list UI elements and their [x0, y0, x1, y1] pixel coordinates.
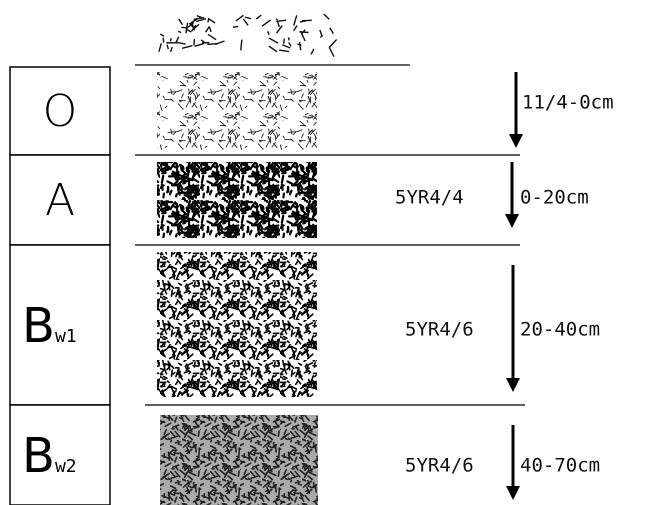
vegetation [189, 18, 198, 25]
vegetation [240, 39, 243, 51]
soil-texture [157, 72, 317, 150]
vegetation [193, 16, 205, 21]
vegetation [323, 13, 330, 20]
vegetation [266, 30, 270, 36]
vegetation [242, 18, 249, 26]
soil-texture [157, 162, 317, 238]
arrow-head [506, 486, 520, 500]
depth-range: 11/4-0cm [522, 92, 614, 114]
vegetation [169, 46, 173, 53]
vegetation [319, 34, 324, 38]
horizon-box [9, 404, 111, 505]
munsell-color: 5YR4/6 [405, 319, 474, 341]
arrow-head [506, 378, 520, 392]
vegetation [191, 24, 197, 32]
depth-range: 0-20cm [520, 187, 589, 209]
vegetation [275, 18, 281, 28]
vegetation [275, 25, 283, 34]
vegetation [282, 44, 291, 49]
arrow-head [505, 214, 519, 228]
vegetation [166, 44, 170, 50]
vegetation [298, 41, 302, 51]
vegetation [244, 16, 252, 20]
vegetation [299, 19, 307, 23]
vegetation [205, 25, 211, 33]
vegetation [235, 14, 244, 22]
vegetation [329, 27, 334, 34]
horizon-box [9, 66, 111, 156]
vegetation [209, 27, 212, 33]
vegetation [175, 36, 180, 43]
vegetation [162, 37, 165, 43]
vegetation [194, 42, 205, 47]
soil-texture [157, 252, 317, 397]
munsell-color: 5YR4/4 [395, 187, 464, 209]
vegetation [268, 37, 279, 44]
vegetation [329, 39, 338, 48]
horizon-label: Bw1 [22, 298, 77, 354]
vegetation [301, 33, 306, 42]
vegetation [328, 46, 335, 57]
munsell-color: 5YR4/6 [405, 455, 474, 477]
depth-range: 40-70cm [520, 455, 600, 477]
vegetation [178, 18, 184, 26]
horizon-label: A [45, 175, 75, 226]
vegetation [207, 33, 217, 41]
horizon-subscript: w1 [55, 326, 77, 347]
vegetation [261, 19, 272, 27]
vegetation [200, 39, 205, 43]
vegetation [299, 30, 309, 34]
vegetation [196, 14, 203, 19]
horizon-subscript: w2 [55, 456, 77, 477]
horizon-letter: B [22, 428, 55, 484]
vegetation [215, 40, 225, 45]
vegetation [169, 38, 172, 42]
vegetation [232, 25, 239, 29]
arrow-head [509, 134, 523, 148]
vegetation [310, 48, 315, 55]
vegetation [268, 45, 278, 53]
vegetation [292, 25, 298, 32]
vegetation [181, 26, 187, 29]
horizon-letter: B [22, 298, 55, 354]
vegetation [207, 17, 210, 23]
vegetation [288, 41, 292, 47]
vegetation [279, 49, 290, 53]
vegetation [158, 43, 162, 52]
vegetation [255, 14, 262, 20]
vegetation [319, 29, 323, 36]
vegetation [191, 23, 196, 31]
vegetation [196, 17, 207, 23]
vegetation [175, 41, 186, 45]
vegetation [276, 19, 287, 23]
soil-texture [160, 415, 318, 505]
vegetation [159, 33, 165, 38]
depth-range: 20-40cm [520, 319, 600, 341]
horizon-label: O [43, 86, 78, 137]
horizon-box [9, 244, 111, 406]
vegetation [181, 45, 193, 50]
vegetation [293, 15, 298, 26]
vegetation [177, 30, 182, 34]
horizon-label: Bw2 [22, 428, 77, 484]
